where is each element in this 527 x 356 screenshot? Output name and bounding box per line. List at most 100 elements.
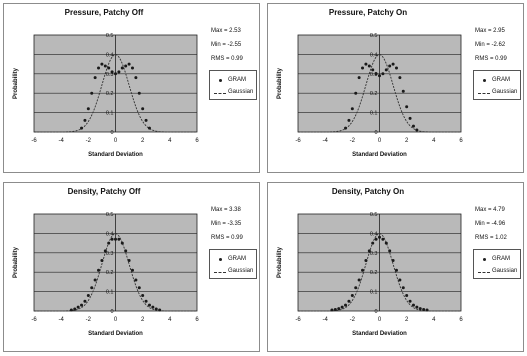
data-point-gram <box>127 62 131 66</box>
data-point-gram <box>405 105 409 109</box>
data-point-gram <box>411 303 415 307</box>
stats-box: Max = 3.38 Min = -3.35 RMS = 0.99 <box>211 203 243 245</box>
chart-svg: 0 0.1 0.2 0.3 0.4 0.5 -6 -4 -2 0 2 4 6 Standard Devia… <box>13 212 199 337</box>
legend-label: GRAM <box>492 77 510 83</box>
x-axis-title: Standard Deviation <box>88 152 143 158</box>
x-tick-label: 4 <box>168 138 172 144</box>
x-tick-label: 2 <box>141 317 145 323</box>
legend-label: GRAM <box>228 256 246 262</box>
data-point-gram <box>422 307 426 311</box>
stat-line: Min = -3.35 <box>211 221 242 227</box>
data-point-gram <box>83 299 87 303</box>
data-point-gram <box>147 126 151 130</box>
legend-label: GRAM <box>492 256 510 262</box>
y-tick-label: 0.1 <box>370 111 378 117</box>
stat-line: Max = 3.38 <box>211 207 241 213</box>
data-point-gram <box>384 241 388 245</box>
data-point-gram <box>388 64 392 68</box>
y-tick-label: 0.4 <box>370 52 378 58</box>
data-point-gram <box>100 259 104 263</box>
x-tick-label: -6 <box>295 317 301 323</box>
y-tick-label: 0 <box>374 309 377 315</box>
data-point-gram <box>401 286 405 290</box>
x-tick-label: 6 <box>459 317 463 323</box>
y-tick-label: 0.2 <box>370 91 378 97</box>
marker-dot <box>483 79 486 82</box>
data-point-gram <box>83 118 87 122</box>
x-tick-label: 0 <box>114 317 118 323</box>
marker-dash <box>478 272 490 273</box>
x-tick-label: -2 <box>86 138 92 144</box>
x-tick-label: 4 <box>432 317 436 323</box>
x-tick-label: 0 <box>378 138 382 144</box>
y-tick-label: 0.1 <box>106 111 114 117</box>
data-point-gram <box>340 305 344 309</box>
data-point-gram <box>158 308 162 312</box>
data-point-gram <box>69 308 73 312</box>
x-tick-label: 2 <box>141 138 145 144</box>
data-point-gram <box>394 66 398 70</box>
data-point-gram <box>350 107 354 111</box>
x-tick-label: -4 <box>58 138 64 144</box>
data-point-gram <box>357 76 361 80</box>
legend-item-gaussian: Gaussian <box>210 88 258 98</box>
filled-dot-icon <box>477 76 489 86</box>
filled-dot-icon <box>213 76 225 86</box>
y-tick-label: 0 <box>110 309 113 315</box>
data-point-gram <box>86 293 90 297</box>
data-point-gram <box>103 249 107 253</box>
x-axis-title: Standard Deviation <box>88 331 143 337</box>
stats-box: Max = 2.53 Min = -2.55 RMS = 0.99 <box>211 24 243 66</box>
data-point-gram <box>394 268 398 272</box>
y-tick-label: 0.4 <box>370 231 378 237</box>
data-point-gram <box>374 72 378 76</box>
y-axis-title: Probability <box>13 246 19 278</box>
data-point-gram <box>141 293 145 297</box>
data-point-gram <box>124 64 128 68</box>
data-point-gram <box>388 249 392 253</box>
data-point-gram <box>97 66 101 70</box>
marker-dot <box>219 258 222 261</box>
data-point-gram <box>110 70 114 74</box>
data-point-gram <box>371 68 375 72</box>
y-tick-label: 0.4 <box>106 231 114 237</box>
data-point-gram <box>384 68 388 72</box>
dashed-line-icon <box>477 88 490 98</box>
data-point-gram <box>144 299 148 303</box>
legend: GRAM Gaussian <box>473 70 521 100</box>
y-tick-label: 0.3 <box>106 251 114 257</box>
stats-box: Max = 2.95 Min = -2.62 RMS = 0.99 <box>475 24 507 66</box>
data-point-gram <box>381 237 385 241</box>
legend-label: Gaussian <box>492 89 518 95</box>
y-axis-title: Probability <box>13 67 19 99</box>
stats-box: Max = 4.79 Min = -4.96 RMS = 1.02 <box>475 203 507 245</box>
chart-title: Pressure, Patchy On <box>328 8 408 17</box>
legend-item-gaussian: Gaussian <box>210 267 258 277</box>
marker-dash <box>478 93 490 94</box>
stat-line: Max = 2.95 <box>475 28 505 34</box>
y-axis-title: Probability <box>277 67 283 99</box>
legend: GRAM Gaussian <box>209 70 257 100</box>
y-tick-label: 0.2 <box>106 270 114 276</box>
y-tick-label: 0.5 <box>106 33 114 39</box>
data-point-gram <box>151 305 155 309</box>
y-tick-label: 0 <box>374 130 377 136</box>
data-point-gram <box>337 307 341 311</box>
y-tick-label: 0.2 <box>106 91 114 97</box>
data-point-gram <box>107 241 111 245</box>
data-point-gram <box>117 237 121 241</box>
data-point-gram <box>97 268 101 272</box>
x-axis-title: Standard Deviation <box>352 152 407 158</box>
legend-label: Gaussian <box>492 268 518 274</box>
data-point-gram <box>120 241 124 245</box>
data-point-gram <box>134 76 138 80</box>
y-tick-label: 0.3 <box>370 251 378 257</box>
data-point-gram <box>354 91 358 95</box>
legend-item-gram: GRAM <box>210 76 258 86</box>
x-tick-label: -6 <box>295 138 301 144</box>
y-tick-label: 0.4 <box>106 52 114 58</box>
y-tick-label: 0.5 <box>106 212 114 218</box>
x-tick-label: 4 <box>432 138 436 144</box>
series-line-gaussian <box>298 54 461 133</box>
data-point-gram <box>357 278 361 282</box>
